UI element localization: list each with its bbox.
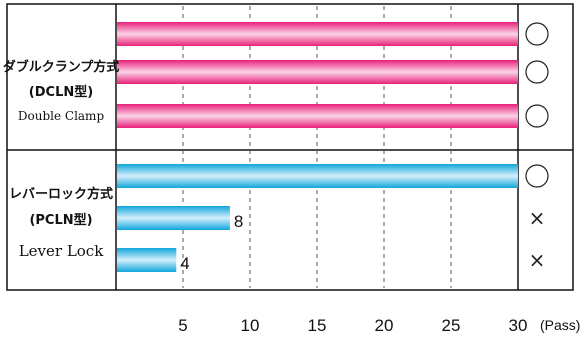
fail-mark: ×	[529, 206, 546, 230]
pass-mark	[525, 60, 549, 84]
bar	[117, 60, 518, 84]
bar	[117, 206, 230, 230]
bar-value-label: 4	[180, 254, 189, 273]
fail-mark: ×	[529, 248, 546, 272]
pass-mark	[525, 164, 549, 188]
bar	[117, 164, 518, 188]
bars: 8 × 4 ×	[117, 22, 549, 273]
group-label-pcln-model: (PCLN型)	[29, 212, 92, 228]
group-label-pcln-ja: レバーロック方式	[9, 186, 113, 202]
group-label-dcln-ja: ダブルクランプ方式	[3, 59, 120, 75]
bar	[117, 104, 518, 128]
gridlines	[182, 6, 452, 288]
x-tick-label: 25	[442, 316, 461, 335]
bar	[117, 248, 177, 272]
x-tick-label: 15	[308, 316, 327, 335]
x-tick-label: 10	[241, 316, 260, 335]
chart-frame	[6, 3, 574, 291]
x-axis-unit: (Pass)	[540, 317, 580, 333]
group-label-dcln-model: (DCLN型)	[29, 84, 93, 100]
group-label-pcln-en: Lever Lock	[19, 242, 105, 260]
pass-mark	[525, 104, 549, 128]
x-tick-label: 5	[178, 316, 187, 335]
bar	[117, 22, 518, 46]
pass-mark	[525, 22, 549, 46]
group-label-dcln-en: Double Clamp	[18, 109, 105, 123]
x-axis-ticks: 5 10 15 20 25 30	[178, 316, 527, 335]
bar-value-label: 8	[234, 212, 243, 231]
x-tick-label: 20	[375, 316, 394, 335]
x-tick-label: 30	[509, 316, 528, 335]
